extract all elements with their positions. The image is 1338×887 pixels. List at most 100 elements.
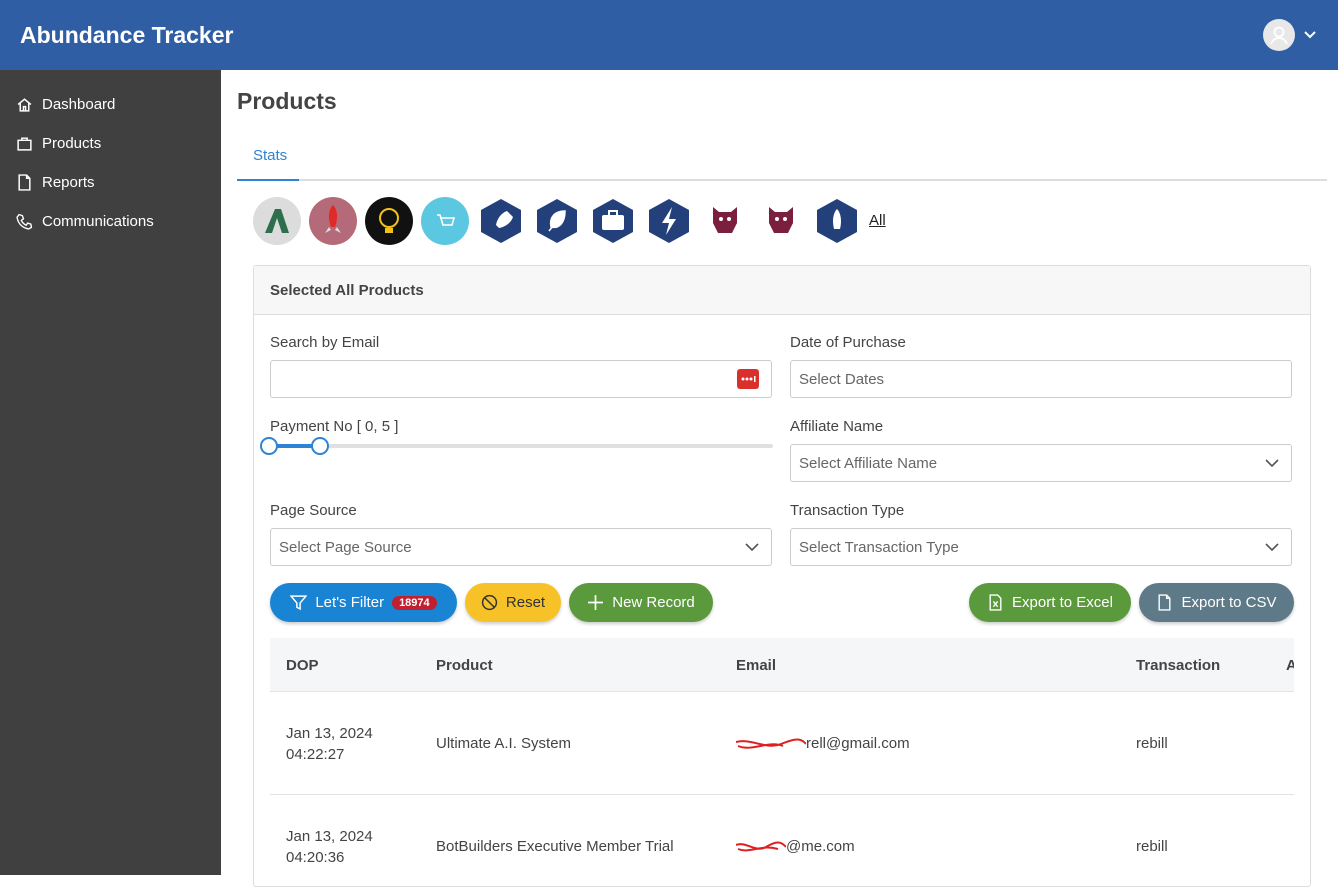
date-input[interactable]: Select Dates [790, 360, 1292, 398]
product-icon[interactable] [309, 197, 357, 245]
button-label: Export to CSV [1181, 594, 1277, 611]
field-label: Date of Purchase [790, 334, 906, 351]
cell-email: rell@gmail.com [736, 735, 910, 752]
field-label: Search by Email [270, 334, 380, 351]
redaction [736, 841, 786, 852]
cell-transaction: rebill [1136, 838, 1168, 855]
logo [537, 199, 577, 243]
cell-product: Ultimate A.I. System [436, 735, 572, 752]
reset-icon [481, 594, 498, 611]
field-label: Affiliate Name [790, 418, 884, 435]
logo [481, 199, 521, 243]
logo [713, 207, 737, 233]
product-icon[interactable] [421, 197, 469, 245]
cell-transaction: rebill [1136, 735, 1168, 752]
cell-time: 04:20:36 [286, 849, 345, 866]
nav-label: Dashboard [42, 96, 116, 113]
placeholder: Select Affiliate Name [799, 455, 938, 472]
email-input[interactable] [270, 360, 772, 398]
placeholder: Select Page Source [279, 539, 412, 556]
filter-button[interactable]: Let's Filter 18974 [270, 583, 457, 622]
column-header[interactable]: Email [736, 657, 777, 674]
placeholder: Select Dates [799, 371, 885, 388]
button-label: Export to Excel [1012, 594, 1113, 611]
password-manager-icon[interactable] [737, 369, 759, 389]
nav-label: Communications [42, 213, 154, 230]
transaction-select[interactable]: Select Transaction Type [790, 528, 1292, 566]
logo [649, 199, 689, 243]
cell-date: Jan 13, 2024 [286, 828, 373, 845]
reset-button[interactable]: Reset [465, 583, 561, 622]
product-icon[interactable] [813, 197, 861, 245]
brand[interactable]: Abundance Tracker [20, 22, 234, 48]
table-header [270, 638, 1294, 692]
field-label: Payment No [ 0, 5 ] [270, 418, 399, 435]
logo [379, 208, 399, 233]
email-text: rell@gmail.com [806, 735, 910, 752]
excel-icon [989, 594, 1002, 611]
cell-date: Jan 13, 2024 [286, 725, 373, 742]
product-icon[interactable] [365, 197, 413, 245]
logo [817, 199, 857, 243]
redaction [736, 738, 806, 749]
table: DOP Product Email Transaction A Jan 13, … [270, 638, 1294, 875]
cell-time: 04:22:27 [286, 746, 345, 763]
logo [325, 205, 341, 233]
nav-item[interactable]: Communications [16, 213, 154, 230]
panel-title: Selected All Products [270, 282, 424, 299]
column-header[interactable]: A [1286, 657, 1294, 674]
column-header[interactable]: Product [436, 657, 493, 674]
nav-item[interactable]: Dashboard [16, 96, 115, 113]
logo [769, 207, 793, 233]
nav-item[interactable]: Products [16, 135, 101, 152]
plus-icon [588, 595, 604, 610]
top-bar [0, 0, 1338, 70]
email-text: @me.com [786, 838, 855, 855]
chevron [1265, 543, 1279, 552]
product-icon[interactable] [645, 197, 693, 245]
slider-handle[interactable] [311, 437, 329, 455]
slider-handle[interactable] [260, 437, 278, 455]
product-icon[interactable] [701, 197, 749, 245]
new-record-button[interactable]: New Record [569, 583, 713, 622]
nav-label: Reports [42, 174, 95, 191]
filter-icon [290, 595, 308, 611]
placeholder: Select Transaction Type [799, 539, 959, 556]
tab-border [237, 179, 1327, 181]
nav-icon [18, 174, 31, 191]
page-source-select[interactable]: Select Page Source [270, 528, 772, 566]
panel-header [254, 266, 1310, 315]
avatar[interactable] [1263, 19, 1295, 51]
slider-range [269, 444, 320, 448]
export-csv-button[interactable]: Export to CSV [1139, 583, 1294, 622]
nav-item[interactable]: Reports [16, 174, 95, 191]
avatar-icon [1270, 26, 1288, 45]
row-divider [270, 794, 1294, 795]
nav-icon [17, 137, 32, 151]
slider-track [269, 444, 773, 448]
product-icon[interactable] [253, 197, 301, 245]
product-icon[interactable] [757, 197, 805, 245]
product-icon[interactable] [533, 197, 581, 245]
field-label: Transaction Type [790, 502, 905, 519]
cell-product: BotBuilders Executive Member Trial [436, 838, 674, 855]
all-link[interactable]: All [869, 212, 886, 229]
nav-label: Products [42, 135, 102, 152]
field-label: Page Source [270, 502, 357, 519]
avatar-chevron[interactable] [1303, 28, 1317, 42]
column-header[interactable]: DOP [286, 657, 319, 674]
affiliate-select[interactable]: Select Affiliate Name [790, 444, 1292, 482]
product-icon[interactable] [477, 197, 525, 245]
nav-icon [16, 213, 33, 230]
file-icon [1158, 594, 1171, 611]
tab[interactable]: Stats [253, 147, 288, 164]
logo [265, 209, 289, 233]
button-label: Reset [505, 594, 546, 611]
range-slider[interactable] [258, 434, 778, 458]
product-icon[interactable] [589, 197, 637, 245]
chevron [745, 543, 759, 552]
cell-email: @me.com [736, 838, 855, 855]
column-header[interactable]: Transaction [1136, 657, 1221, 674]
export-excel-button[interactable]: Export to Excel [969, 583, 1131, 622]
button-label: Let's Filter [315, 594, 385, 611]
